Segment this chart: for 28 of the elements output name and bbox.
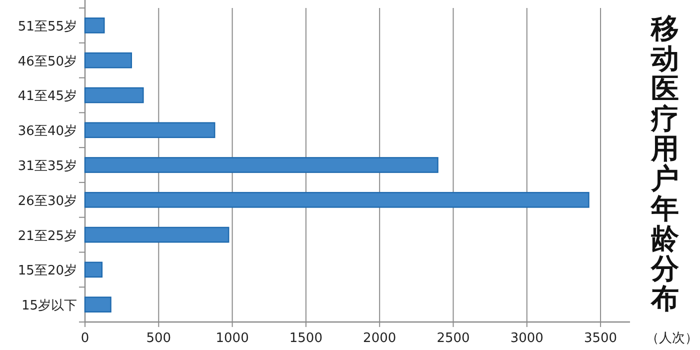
bar	[84, 296, 112, 312]
bar	[84, 226, 230, 243]
y-tick-label: 26至30岁	[18, 194, 77, 209]
x-tick-label: 2000	[363, 331, 396, 346]
x-tick-label: 3000	[510, 331, 544, 346]
bar	[84, 192, 590, 208]
bar	[84, 18, 105, 34]
y-tick-label: 36至40岁	[18, 124, 77, 140]
y-tick-label: 15至20岁	[18, 264, 77, 279]
y-tick-label: 21至25岁	[18, 228, 77, 244]
x-tick-label: 0	[80, 331, 90, 346]
bar	[84, 262, 103, 278]
x-tick-label: 1500	[289, 331, 322, 346]
chart-title: 移动医疗用户年龄分布	[651, 12, 679, 315]
x-tick-label: 3500	[584, 331, 618, 346]
y-tick-label: 46至50岁	[18, 54, 77, 70]
x-tick-label: 500	[146, 331, 172, 346]
y-tick-label: 31至35岁	[18, 159, 77, 174]
x-tick-label: 2500	[436, 331, 470, 346]
x-tick-label: 1000	[216, 331, 249, 346]
bar	[84, 87, 144, 104]
y-tick-label: 15岁以下	[21, 298, 77, 314]
x-axis-title: （人次）	[646, 331, 698, 346]
y-tick-label: 41至45岁	[18, 89, 77, 104]
bar	[84, 157, 438, 173]
bar	[84, 122, 216, 138]
bar	[84, 52, 132, 68]
y-tick-label: 51至55岁	[18, 19, 77, 34]
